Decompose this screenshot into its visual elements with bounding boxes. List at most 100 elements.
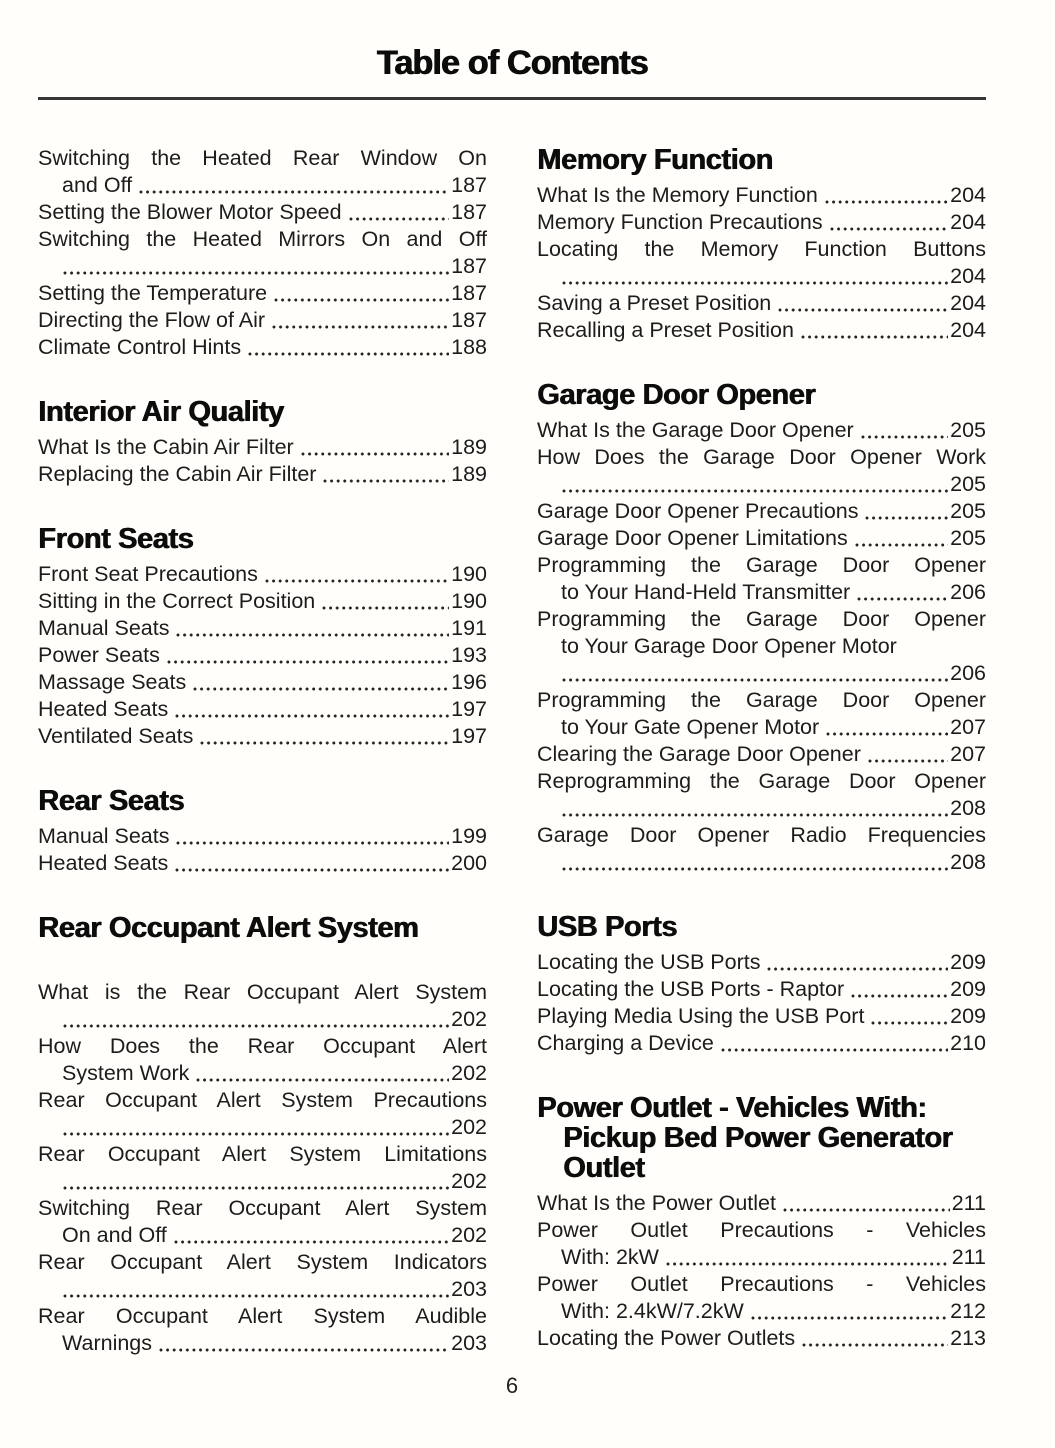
toc-entry: Directing the Flow of Air 187 — [38, 307, 487, 334]
toc-entry: Rear Occupant Alert System Limitations 20… — [38, 1141, 487, 1195]
toc-entry-text-line: Power Outlet Precautions - Vehicles — [537, 1271, 986, 1296]
toc-entry-leader-line: Manual Seats 199 — [38, 823, 487, 850]
section-heading-line: USB Ports — [537, 910, 677, 943]
entry-page-number: 204 — [950, 209, 986, 234]
section-heading: USB Ports — [537, 912, 986, 942]
toc-entry-leader-line: 202 — [38, 1006, 487, 1033]
toc-entry-leader-line: to Your Gate Opener Motor 207 — [537, 714, 986, 741]
entry-page-number: 202 — [451, 1060, 487, 1085]
dot-leader — [323, 478, 450, 483]
entry-title: On and Off — [62, 1222, 167, 1247]
entry-page-number: 187 — [451, 280, 487, 305]
entry-title: Charging a Device — [537, 1030, 714, 1055]
toc-entry-text-line: Programming the Garage Door Opener — [537, 606, 986, 631]
toc-entry-text-line: to Your Garage Door Opener Motor — [561, 633, 897, 658]
dot-leader — [175, 867, 450, 872]
entry-title: Playing Media Using the USB Port — [537, 1003, 865, 1028]
entry-title: Sitting in the Correct Position — [38, 588, 316, 613]
dot-leader — [857, 596, 949, 601]
toc-entry-leader-line: Charging a Device 210 — [537, 1030, 986, 1057]
toc-entry: Programming the Garage Door Opener to You… — [537, 687, 986, 741]
toc-entry-leader-line: What Is the Memory Function 204 — [537, 182, 986, 209]
entry-title: System Work — [62, 1060, 190, 1085]
toc-entry: What is the Rear Occupant Alert System 20… — [38, 979, 487, 1033]
entry-title: Memory Function Precautions — [537, 209, 823, 234]
entry-page-number: 197 — [451, 723, 487, 748]
dot-leader — [196, 1077, 450, 1082]
entry-title: Massage Seats — [38, 669, 187, 694]
entry-page-number: 211 — [951, 1190, 986, 1215]
toc-entry-text-line: Programming the Garage Door Opener — [537, 552, 986, 577]
toc-entry-leader-line: 203 — [38, 1276, 487, 1303]
entry-page-number: 205 — [950, 471, 986, 496]
toc-entry-text-line: Switching the Heated Rear Window On — [38, 145, 487, 170]
entry-page-number: 202 — [451, 1114, 487, 1139]
dot-leader — [348, 216, 450, 221]
page-title: Table of Contents — [376, 44, 649, 82]
entry-page-number: 204 — [950, 263, 986, 288]
toc-entry: Memory Function Precautions 204 — [537, 209, 986, 236]
entry-page-number: 209 — [950, 949, 986, 974]
entry-title: Climate Control Hints — [38, 334, 242, 359]
toc-entry: Manual Seats 199 — [38, 823, 487, 850]
entry-page-number: 211 — [951, 1244, 986, 1269]
entry-page-number: 193 — [451, 642, 487, 667]
section-heading-line: Rear Occupant Alert System — [38, 911, 419, 944]
dot-leader — [63, 1023, 450, 1028]
toc-entry-leader-line: 202 — [38, 1114, 487, 1141]
entry-page-number: 204 — [950, 317, 986, 342]
toc-entry-text-line: Rear Occupant Alert System Audible — [38, 1303, 487, 1328]
dot-leader — [750, 1315, 949, 1320]
dot-leader — [300, 451, 450, 456]
toc-entry-leader-line: Climate Control Hints 188 — [38, 334, 487, 361]
toc-entry-leader-line: Memory Function Precautions 204 — [537, 209, 986, 236]
toc-entry: Garage Door Opener Radio Frequencies 208 — [537, 822, 986, 876]
toc-entry: Programming the Garage Door Opener to You… — [537, 552, 986, 606]
toc-entry-leader-line: With: 2.4kW/7.2kW 212 — [537, 1298, 986, 1325]
entry-title: Heated Seats — [38, 850, 169, 875]
toc-entry-text-line: Power Outlet Precautions - Vehicles — [537, 1217, 986, 1242]
title-divider — [38, 97, 986, 100]
toc-entry: Locating the Memory Function Buttons 204 — [537, 236, 986, 290]
section-heading: Front Seats — [38, 524, 487, 554]
toc-entry: Garage Door Opener Limitations 205 — [537, 525, 986, 552]
toc-entry-leader-line: 202 — [38, 1168, 487, 1195]
toc-entry-leader-line: Heated Seats 197 — [38, 696, 487, 723]
section-heading-line: Power Outlet - Vehicles With: — [537, 1091, 927, 1124]
toc-entry-leader-line: With: 2kW 211 — [537, 1244, 986, 1271]
toc-columns: Switching the Heated Rear Window On and O… — [38, 145, 986, 1357]
entry-title: Heated Seats — [38, 696, 169, 721]
toc-entry: Rear Occupant Alert System Indicators 203 — [38, 1249, 487, 1303]
toc-entry-leader-line: Clearing the Garage Door Opener 207 — [537, 741, 986, 768]
toc-entry: Heated Seats 197 — [38, 696, 487, 723]
dot-leader — [139, 189, 450, 194]
dot-leader — [562, 488, 949, 493]
toc-entry-text-line: Reprogramming the Garage Door Opener — [537, 768, 986, 793]
toc-section: Front Seats Front Seat Precautions 190 Sitt… — [38, 524, 487, 750]
entry-page-number: 202 — [451, 1168, 487, 1193]
toc-section: Interior Air Quality What Is the Cabin Ai… — [38, 397, 487, 488]
section-heading: Memory Function — [537, 145, 986, 175]
dot-leader — [826, 731, 949, 736]
dot-leader — [274, 297, 450, 302]
dot-leader — [173, 1239, 450, 1244]
toc-entry-leader-line: Locating the USB Ports - Raptor 209 — [537, 976, 986, 1003]
dot-leader — [193, 686, 450, 691]
toc-entry: Power Seats 193 — [38, 642, 487, 669]
toc-section: Rear Occupant Alert System What is the Re… — [38, 913, 487, 1357]
dot-leader — [854, 542, 949, 547]
toc-entry: Ventilated Seats 197 — [38, 723, 487, 750]
toc-entry: Charging a Device 210 — [537, 1030, 986, 1057]
entry-page-number: 204 — [950, 290, 986, 315]
entry-page-number: 205 — [950, 417, 986, 442]
entry-title: Manual Seats — [38, 615, 170, 640]
toc-entry-leader-line: 208 — [537, 849, 986, 876]
toc-entry-leader-line: Power Seats 193 — [38, 642, 487, 669]
entry-page-number: 209 — [950, 976, 986, 1001]
toc-column-right: Memory Function What Is the Memory Functi… — [537, 145, 986, 1357]
entry-page-number: 190 — [451, 561, 487, 586]
toc-entry-leader-line: On and Off 202 — [38, 1222, 487, 1249]
toc-entry: Power Outlet Precautions - Vehicles With:… — [537, 1271, 986, 1325]
entry-page-number: 206 — [950, 660, 986, 685]
toc-entry-leader-line: What Is the Cabin Air Filter 189 — [38, 434, 487, 461]
